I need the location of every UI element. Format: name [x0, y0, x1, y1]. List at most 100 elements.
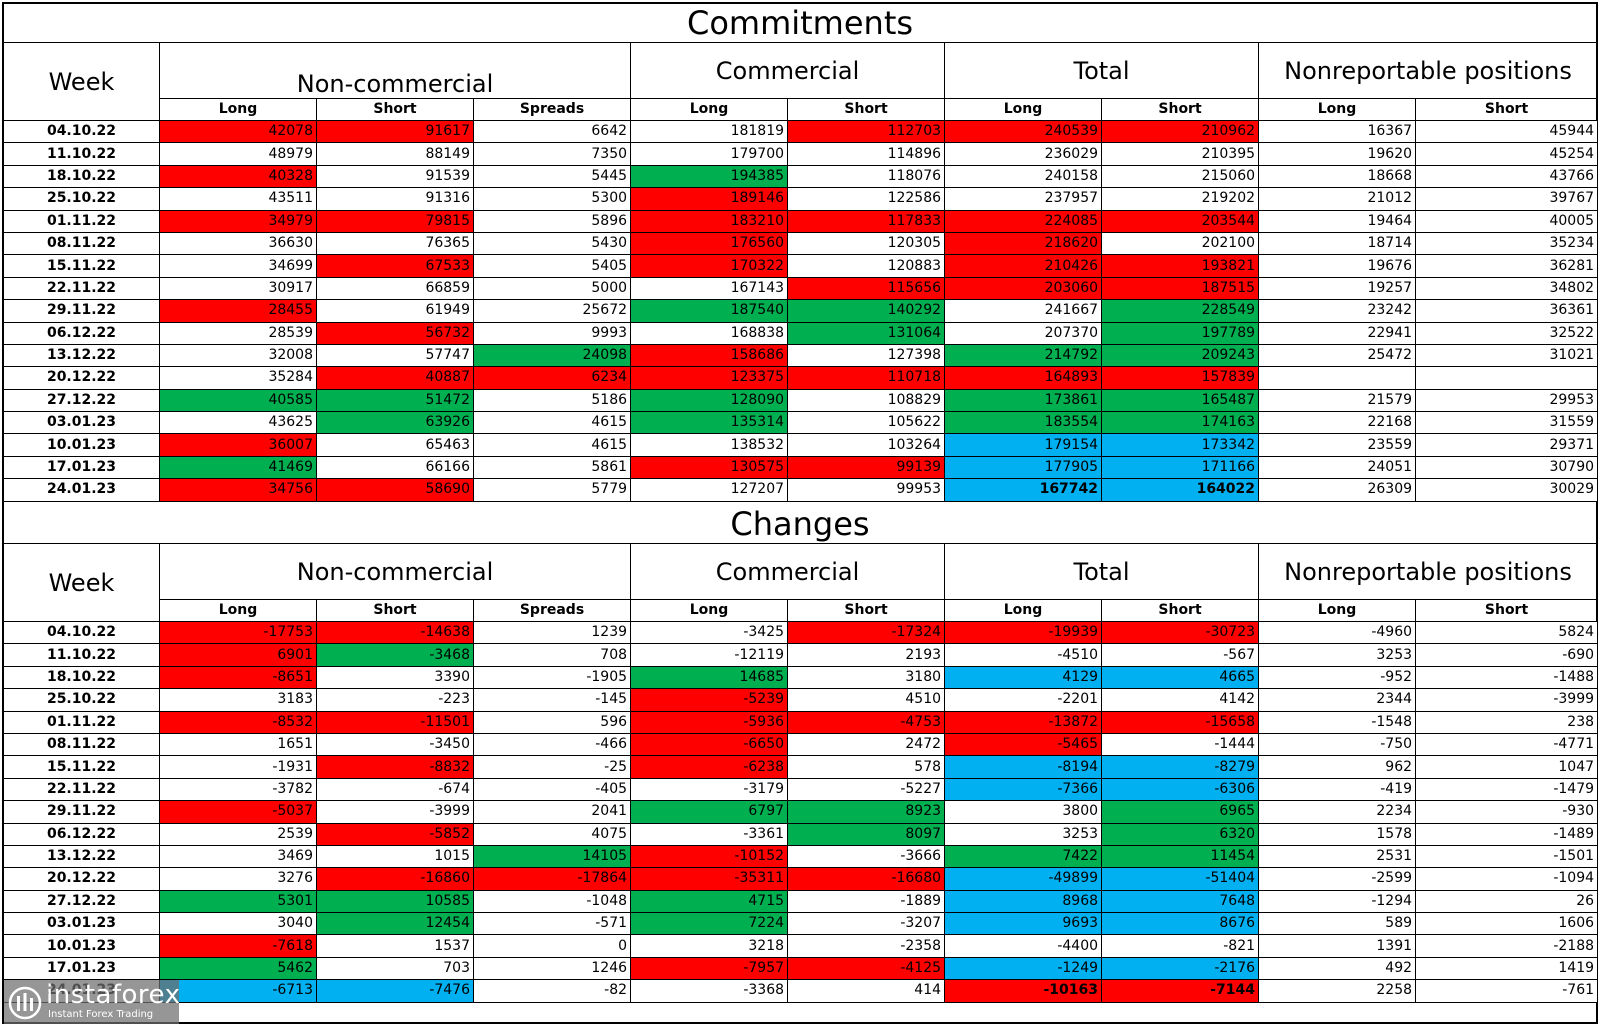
value-cell: 110718: [787, 366, 946, 390]
value-cell: 32522: [1415, 321, 1599, 345]
value-cell: -7144: [1101, 979, 1260, 1003]
value-cell: 3180: [787, 665, 946, 690]
changes-table: Week Non-commercial Commercial Total Non…: [3, 543, 1599, 1003]
value-cell: -4125: [787, 956, 946, 981]
value-cell: -1501: [1415, 844, 1599, 869]
value-cell: -7618: [159, 934, 317, 958]
value-cell: -750: [1258, 732, 1417, 757]
table-row: 22.11.22 -3782 -674 -405 -3179 -5227 -7366 -630…: [3, 777, 1599, 802]
table-row: 25.10.22 43511 91316 5300 189146 122586 237957…: [3, 187, 1599, 211]
instaforex-mark-icon: [8, 986, 42, 1020]
value-cell: 5430: [472, 231, 632, 256]
sub-header: Long: [159, 98, 317, 121]
value-cell: 6642: [472, 119, 632, 144]
value-cell: 5896: [472, 209, 632, 233]
value-cell: -1489: [1415, 822, 1599, 846]
week-cell: 03.01.23: [3, 411, 160, 435]
table-row: 03.01.23 3040 12454 -571 7224 -3207 9693 8676 58…: [3, 912, 1599, 936]
value-cell: -6306: [1101, 777, 1260, 802]
week-cell: 13.12.22: [3, 844, 160, 869]
value-cell: 5861: [472, 455, 632, 480]
value-cell: 19676: [1258, 254, 1417, 278]
value-cell: -2201: [944, 688, 1103, 712]
value-cell: -571: [472, 912, 632, 936]
value-cell: -6238: [630, 755, 789, 779]
value-cell: -7957: [630, 956, 789, 981]
value-cell: -2188: [1415, 934, 1599, 958]
value-cell: 36361: [1415, 299, 1599, 323]
value-cell: 35284: [159, 366, 317, 390]
week-cell: 01.11.22: [3, 209, 160, 233]
value-cell: 187515: [1101, 276, 1260, 301]
value-cell: 596: [472, 710, 632, 734]
value-cell: 34756: [159, 478, 317, 502]
value-cell: 1578: [1258, 822, 1417, 846]
value-cell: -567: [1101, 643, 1260, 667]
value-cell: 171166: [1101, 455, 1260, 480]
value-cell: -12119: [630, 643, 789, 667]
value-cell: [1258, 366, 1417, 390]
value-cell: 179700: [630, 142, 789, 166]
week-cell: 15.11.22: [3, 254, 160, 278]
value-cell: 120883: [787, 254, 946, 278]
value-cell: -5227: [787, 777, 946, 802]
value-cell: 197789: [1101, 321, 1260, 345]
value-cell: 43625: [159, 411, 317, 435]
value-cell: 28455: [159, 299, 317, 323]
value-cell: 76365: [316, 231, 474, 256]
sub-header: Long: [944, 599, 1103, 622]
value-cell: -7476: [316, 979, 474, 1003]
value-cell: 578: [787, 755, 946, 779]
value-cell: 2234: [1258, 800, 1417, 824]
group-header-nonreportable: Nonreportable positions: [1258, 42, 1599, 99]
sub-header: Long: [944, 98, 1103, 121]
value-cell: -5465: [944, 732, 1103, 757]
week-cell: 08.11.22: [3, 231, 160, 256]
value-cell: 1419: [1415, 956, 1599, 981]
value-cell: 703: [316, 956, 474, 981]
value-cell: 1239: [472, 620, 632, 645]
value-cell: 115656: [787, 276, 946, 301]
value-cell: -1548: [1258, 710, 1417, 734]
value-cell: 5445: [472, 164, 632, 189]
value-cell: 237957: [944, 187, 1103, 211]
value-cell: -5936: [630, 710, 789, 734]
value-cell: 177905: [944, 455, 1103, 480]
value-cell: 962: [1258, 755, 1417, 779]
commitments-table: Week Non-commercial Commercial Total Non…: [3, 42, 1599, 502]
value-cell: 240158: [944, 164, 1103, 189]
week-header: Week: [3, 42, 160, 121]
value-cell: 14685: [630, 665, 789, 690]
value-cell: -16860: [316, 867, 474, 891]
value-cell: 120305: [787, 231, 946, 256]
value-cell: 45944: [1415, 119, 1599, 144]
value-cell: -5852: [316, 822, 474, 846]
value-cell: 210395: [1101, 142, 1260, 166]
value-cell: 30917: [159, 276, 317, 301]
value-cell: 164893: [944, 366, 1103, 390]
value-cell: 203544: [1101, 209, 1260, 233]
table-row: 11.10.22 48979 88149 7350 179700 114896 236029…: [3, 142, 1599, 166]
value-cell: 112703: [787, 119, 946, 144]
value-cell: 207370: [944, 321, 1103, 345]
value-cell: -13872: [944, 710, 1103, 734]
value-cell: -3179: [630, 777, 789, 802]
table-row: 13.12.22 3469 1015 14105 -10152 -3666 7422 1145…: [3, 844, 1599, 869]
value-cell: -6650: [630, 732, 789, 757]
value-cell: 5301: [159, 889, 317, 914]
value-cell: -14638: [316, 620, 474, 645]
value-cell: -82: [472, 979, 632, 1003]
value-cell: 40005: [1415, 209, 1599, 233]
sub-header: Short: [787, 599, 946, 622]
value-cell: 34802: [1415, 276, 1599, 301]
section-title: Changes: [730, 505, 870, 543]
value-cell: 202100: [1101, 231, 1260, 256]
table-row: 06.12.22 28539 56732 9993 168838 131064 207370…: [3, 321, 1599, 345]
value-cell: 35234: [1415, 231, 1599, 256]
value-cell: 36630: [159, 231, 317, 256]
value-cell: 135314: [630, 411, 789, 435]
value-cell: 158686: [630, 343, 789, 368]
value-cell: -1479: [1415, 777, 1599, 802]
value-cell: -3666: [787, 844, 946, 869]
